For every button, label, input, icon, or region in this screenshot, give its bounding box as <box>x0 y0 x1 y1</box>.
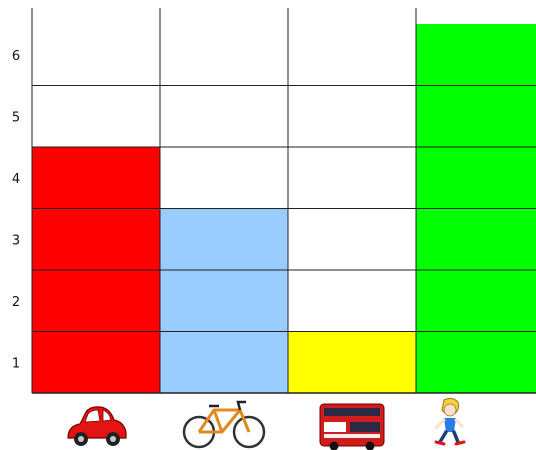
category-icons <box>67 397 466 450</box>
y-tick-label: 2 <box>12 295 20 310</box>
y-tick-labels: 1 2 3 4 5 6 <box>12 49 20 372</box>
y-tick-label: 5 <box>12 110 20 125</box>
y-tick-label: 3 <box>12 233 20 248</box>
walking-child-icon <box>434 397 466 446</box>
y-tick-label: 1 <box>12 356 20 371</box>
grid-layer <box>31 8 536 394</box>
bicycle-icon <box>182 400 266 449</box>
y-tick-label: 4 <box>12 172 20 187</box>
car-icon <box>67 406 127 446</box>
y-tick-label: 6 <box>12 49 20 64</box>
bar-bicycle <box>160 208 288 393</box>
bar-bus <box>288 331 416 393</box>
bus-icon <box>319 403 385 450</box>
